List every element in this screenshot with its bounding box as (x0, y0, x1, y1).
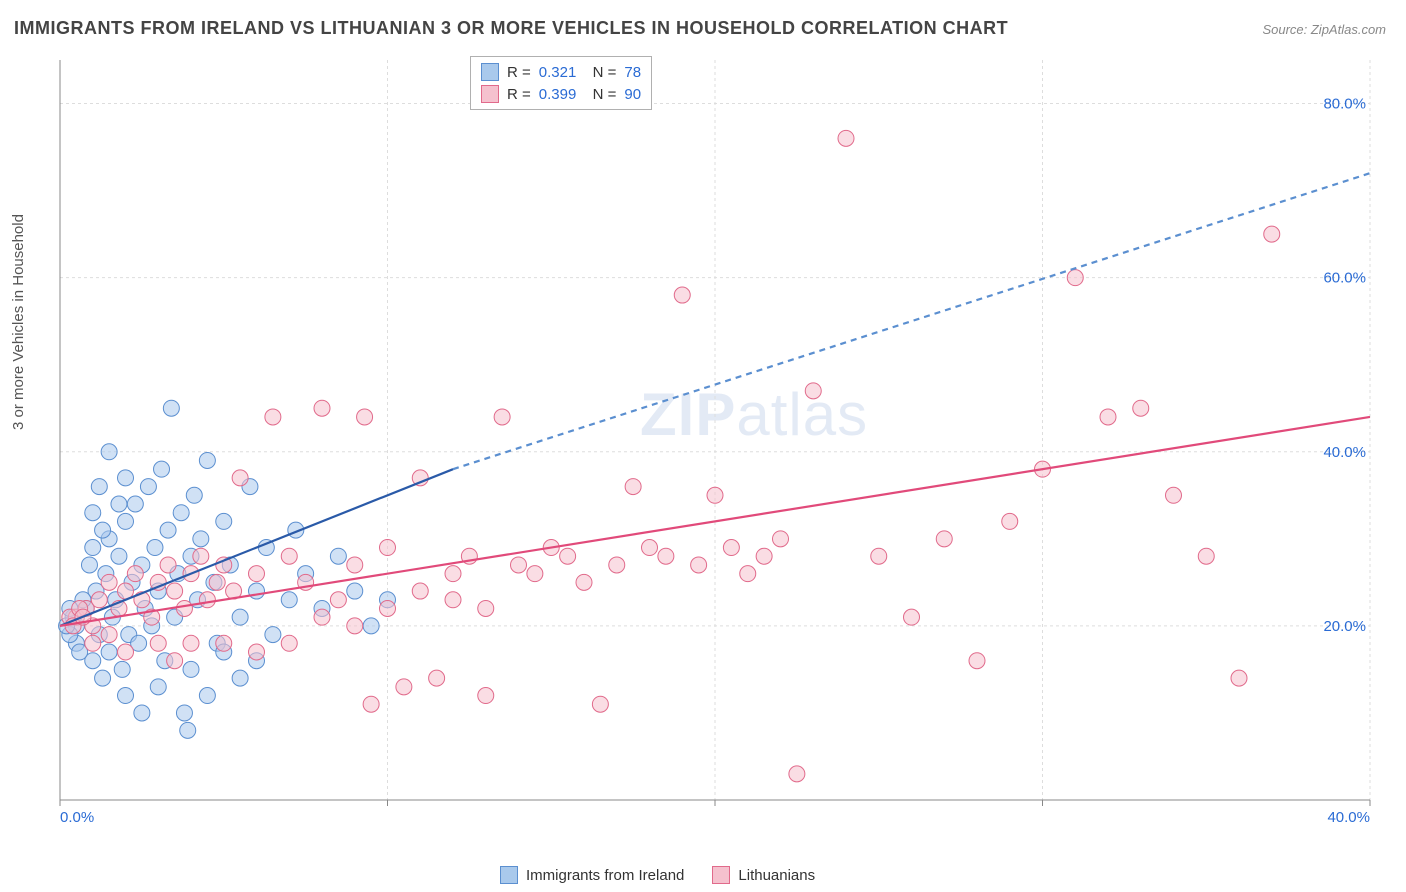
y-axis-label: 3 or more Vehicles in Household (10, 214, 27, 430)
legend-swatch-ireland (500, 866, 518, 884)
r-value-ireland: 0.321 (539, 64, 577, 81)
stats-legend: R = 0.321 N = 78 R = 0.399 N = 90 (470, 56, 652, 110)
chart-area: 20.0% 40.0% 60.0% 80.0% 0.0% 40.0% (50, 50, 1390, 830)
stats-row-ireland: R = 0.321 N = 78 (481, 61, 641, 83)
n-value-ireland: 78 (624, 64, 641, 81)
svg-text:20.0%: 20.0% (1323, 618, 1366, 635)
swatch-lithuanians (481, 85, 499, 103)
chart-title: IMMIGRANTS FROM IRELAND VS LITHUANIAN 3 … (14, 18, 1008, 39)
svg-text:0.0%: 0.0% (60, 809, 94, 826)
legend-item-lithuanians: Lithuanians (712, 866, 815, 884)
source-label: Source: ZipAtlas.com (1262, 22, 1386, 37)
r-value-lithuanians: 0.399 (539, 86, 577, 103)
legend-swatch-lithuanians (712, 866, 730, 884)
legend-item-ireland: Immigrants from Ireland (500, 866, 684, 884)
svg-text:40.0%: 40.0% (1327, 809, 1370, 826)
n-value-lithuanians: 90 (624, 86, 641, 103)
svg-text:40.0%: 40.0% (1323, 444, 1366, 461)
bottom-legend: Immigrants from Ireland Lithuanians (500, 866, 815, 884)
scatter-chart: 20.0% 40.0% 60.0% 80.0% 0.0% 40.0% (50, 50, 1390, 830)
legend-label-ireland: Immigrants from Ireland (526, 867, 684, 884)
swatch-ireland (481, 63, 499, 81)
legend-label-lithuanians: Lithuanians (738, 867, 815, 884)
stats-row-lithuanians: R = 0.399 N = 90 (481, 83, 641, 105)
svg-text:80.0%: 80.0% (1323, 96, 1366, 113)
svg-text:60.0%: 60.0% (1323, 270, 1366, 287)
